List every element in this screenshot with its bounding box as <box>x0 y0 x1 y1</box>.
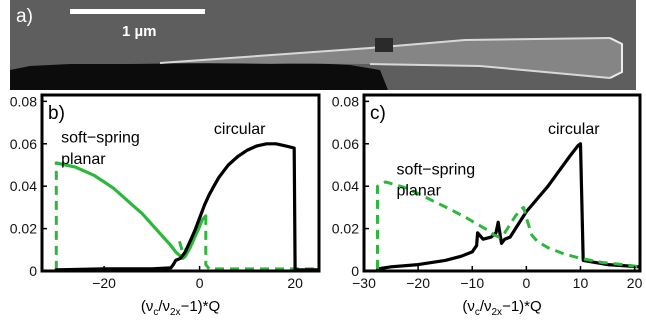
panel-c-ytick-label: 0.02 <box>332 221 359 237</box>
panel-c-frame <box>362 93 642 273</box>
panel-c-xlabel: (νc/ν2x−1)*Q <box>462 298 541 318</box>
panel-c-annotation-soft-line2: planar <box>396 183 441 200</box>
nanowire-tip <box>609 37 623 79</box>
panel-b-xtick-label: 20 <box>287 275 303 291</box>
panel-c-series-green <box>376 180 640 269</box>
panel-c: 0 0.02 0.04 0.06 0.08 −30 −20 −10 0 10 20 c) soft−sp… <box>332 93 643 318</box>
particle <box>375 38 393 52</box>
panel-b-series-green-dash-right <box>204 215 319 271</box>
panel-b-label: b) <box>48 103 65 124</box>
panel-c-series <box>375 142 640 271</box>
panel-b-series-black <box>54 142 319 271</box>
sem-micrograph: a) 1 µm <box>10 0 636 90</box>
plots-area: 0 0.02 0.04 0.06 0.08 −20 0 20 b) soft−spring plan… <box>10 93 643 318</box>
panel-c-ytick-label: 0.06 <box>332 136 359 152</box>
panel-b-ytick-label: 0 <box>29 263 37 279</box>
panel-c-xtick-label: 0 <box>522 275 530 291</box>
panel-b-series-green <box>54 161 208 260</box>
panel-b-ytick-label: 0.08 <box>10 93 37 109</box>
nanowire-edge <box>159 37 611 79</box>
panel-b-annotation-soft-line2: planar <box>61 151 106 168</box>
panel-a-label: a) <box>16 6 33 27</box>
panel-b-ytick-label: 0.06 <box>10 136 37 152</box>
substrate <box>10 63 388 90</box>
panel-b-series <box>54 142 319 271</box>
panel-c-xtick-label: 20 <box>627 275 643 291</box>
panel-c-xtick-label: −10 <box>460 275 484 291</box>
panel-b-xtick-label: −20 <box>92 275 116 291</box>
panel-c-ytick-label: 0 <box>351 263 359 279</box>
panel-c-ytick-label: 0.04 <box>332 178 359 194</box>
panel-c-annotation-circular: circular <box>548 121 600 138</box>
panel-c-ytick-label: 0.08 <box>332 93 359 109</box>
panel-c-xtick-label: −30 <box>352 275 376 291</box>
panel-b-frame <box>40 93 321 273</box>
panel-b-ytick-label: 0.02 <box>10 221 37 237</box>
panel-c-xtick-label: 10 <box>573 275 589 291</box>
panel-b-annotation-soft-line1: soft−spring <box>61 130 140 147</box>
panel-b-ytick-label: 0.04 <box>10 178 37 194</box>
panel-c-xtick-label: −20 <box>406 275 430 291</box>
panel-b-annotation-circular: circular <box>214 121 266 138</box>
panel-c-series-black <box>375 142 640 271</box>
panel-c-label: c) <box>370 103 386 124</box>
scale-bar-label: 1 µm <box>122 23 157 40</box>
panel-b-xlabel: (νc/ν2x−1)*Q <box>141 298 220 318</box>
scale-bar <box>70 9 205 14</box>
panel-c-annotation-soft-line1: soft−spring <box>396 162 475 179</box>
panel-b-xtick-label: 0 <box>196 275 204 291</box>
panel-b: 0 0.02 0.04 0.06 0.08 −20 0 20 b) soft−spring plan… <box>10 93 321 318</box>
